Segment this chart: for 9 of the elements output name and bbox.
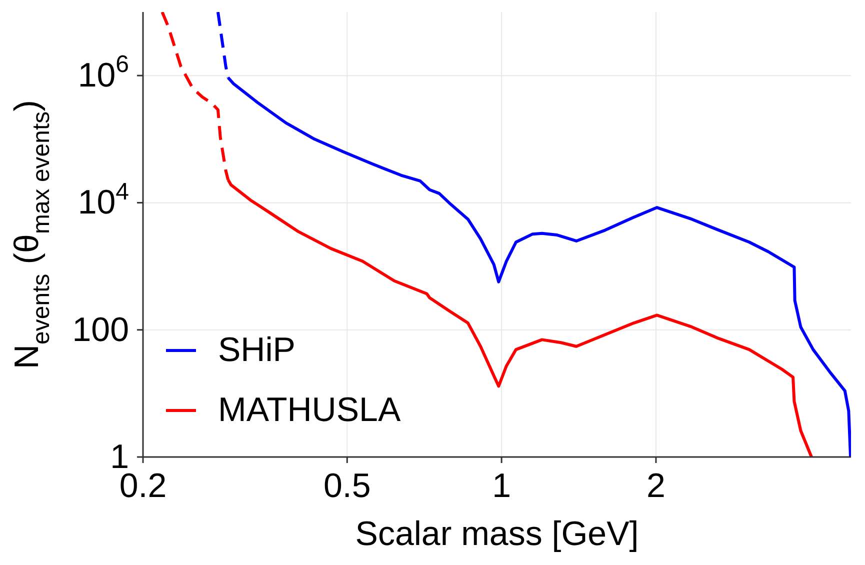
x-axis-title: Scalar mass [GeV]	[355, 515, 639, 553]
x-tick-label: 1	[492, 467, 512, 505]
x-tick-label: 2	[646, 467, 666, 505]
legend-label: MATHUSLA	[218, 390, 401, 431]
legend-label: SHiP	[218, 330, 296, 371]
y-tick-label: 100	[72, 310, 129, 349]
y-tick-label: 10$^{4}$	[78, 178, 129, 222]
x-tick-label: 0.5	[323, 467, 371, 505]
y-tick-label: 10$^{6}$	[78, 51, 129, 95]
